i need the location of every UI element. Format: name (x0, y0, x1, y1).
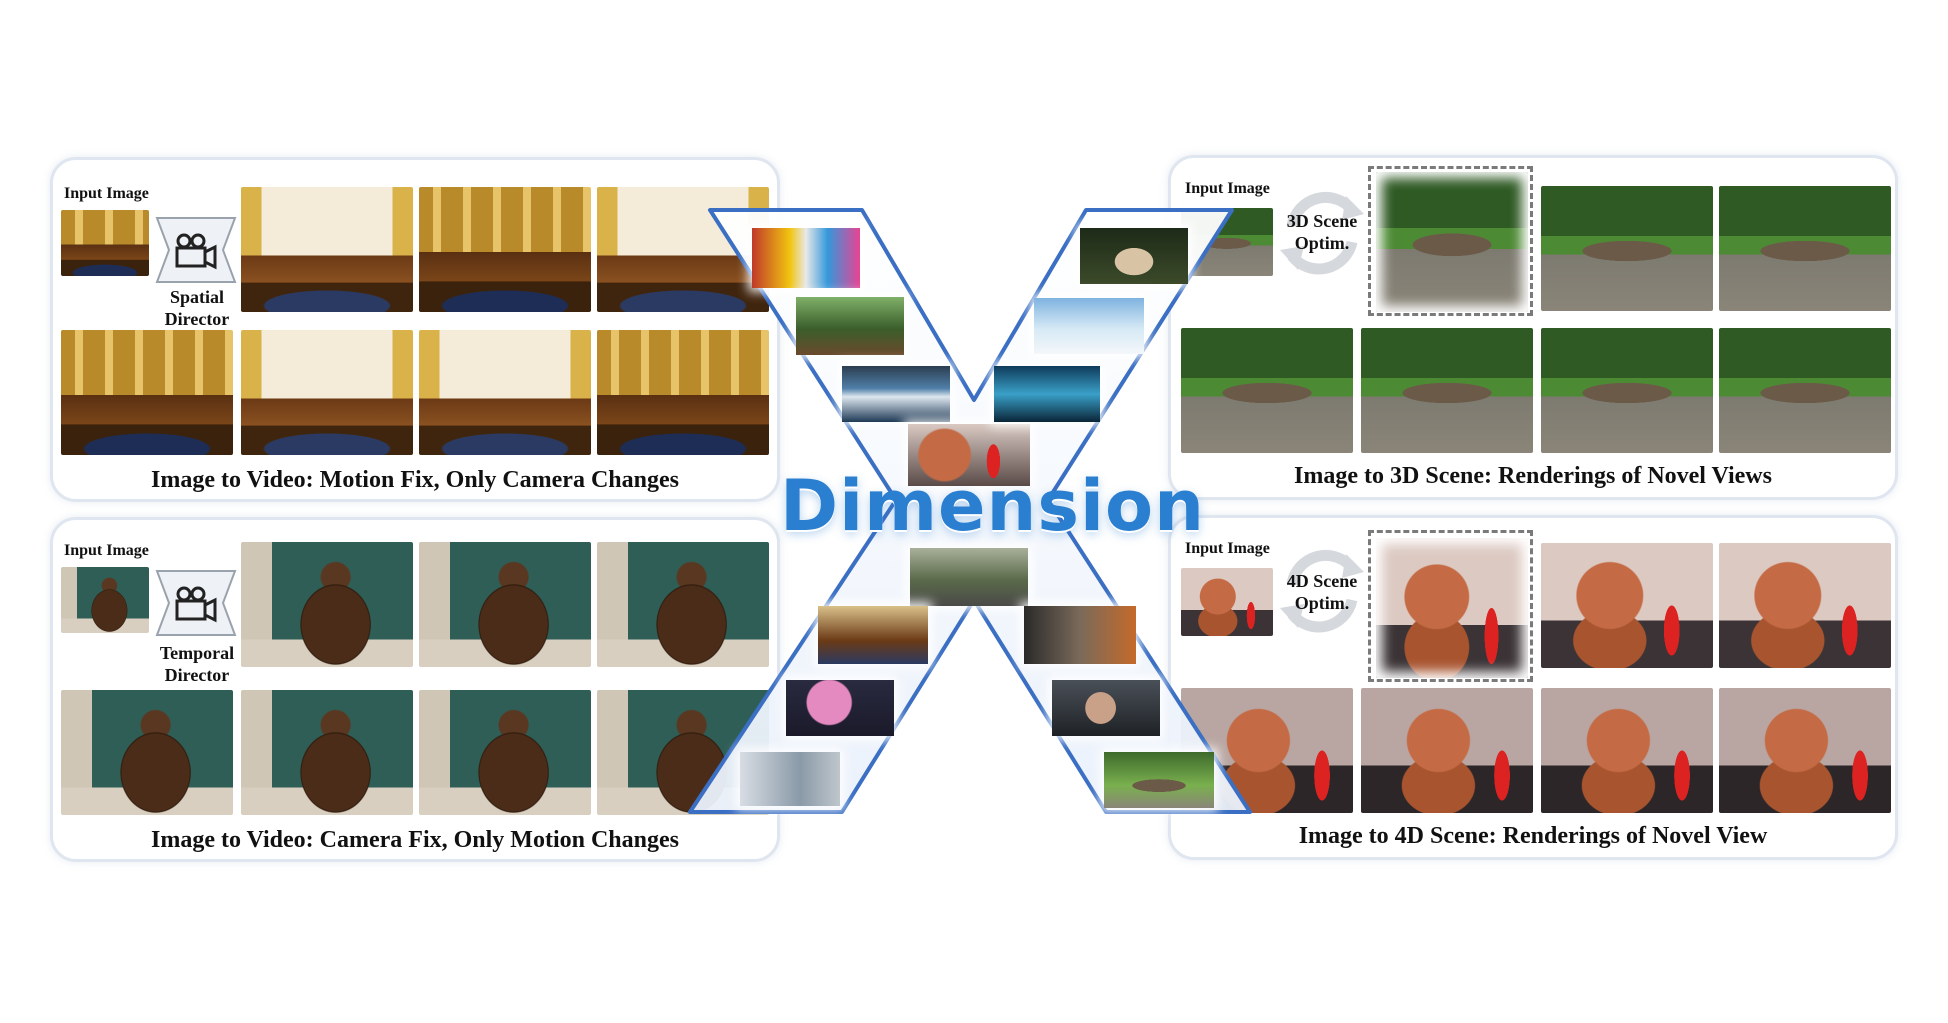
input-image-label: Input Image (64, 185, 149, 202)
input-image-label: Input Image (1185, 540, 1270, 557)
novel-view-frame (1361, 328, 1533, 453)
novel-view-frame (1541, 543, 1713, 668)
video-frame (419, 187, 591, 312)
4d-scene-optim-label: 4D Scene Optim. (1286, 571, 1358, 613)
x-thumbnail-llamas (752, 228, 860, 288)
video-camera-icon (153, 565, 239, 641)
3d-scene-optim-label: 3D Scene Optim. (1286, 211, 1358, 253)
input-image-label: Input Image (1185, 180, 1270, 197)
novel-view-frame (1541, 186, 1713, 311)
novel-view-frame (1719, 328, 1891, 453)
novel-view-frame (1361, 688, 1533, 813)
x-thumbnail-garden-table (1104, 752, 1214, 808)
refresh-cycle-icon (1276, 538, 1368, 642)
video-frame (597, 330, 769, 455)
video-frame (241, 187, 413, 312)
input-image-thumbnail (1181, 568, 1273, 636)
video-frame (419, 690, 591, 815)
novel-view-frame (1541, 688, 1713, 813)
video-frame (241, 690, 413, 815)
camera-frustum-outline (1368, 166, 1533, 316)
x-thumbnail-tree (796, 297, 904, 355)
novel-view-frame (1719, 186, 1891, 311)
video-frame (61, 330, 233, 455)
x-thumbnail-room (740, 752, 840, 806)
x-thumbnail-monster (908, 424, 1030, 486)
input-image-thumbnail (61, 567, 149, 633)
novel-view-frame (1719, 543, 1891, 668)
input-image-label: Input Image (64, 542, 149, 559)
video-frame (241, 330, 413, 455)
x-thumbnail-kitchen (1024, 606, 1136, 664)
x-thumbnail-boat (842, 366, 950, 422)
x-thumbnail-blossom (786, 680, 894, 736)
panel-image-to-video-camera: Input Image Spatial Director Image to Vi… (50, 157, 780, 502)
camera-frustum-outline (1368, 530, 1533, 682)
input-image-thumbnail (61, 210, 149, 276)
video-frame (241, 542, 413, 667)
x-thumbnail-office (818, 606, 928, 664)
temporal-director-label: Temporal Director (159, 643, 235, 685)
x-thumbnail-bicycle (910, 548, 1028, 606)
x-thumbnail-snow-hiker (1034, 298, 1144, 354)
novel-view-frame (1719, 688, 1891, 813)
x-thumbnail-portrait (1052, 680, 1160, 736)
dimension-title: Dimension (780, 465, 1205, 547)
video-camera-icon (153, 212, 239, 288)
x-thumbnail-ice-tower (994, 366, 1100, 422)
novel-view-frame (1181, 328, 1353, 453)
panel-image-to-4d-scene: Input Image 4D Scene Optim. Image to 4D … (1168, 515, 1898, 860)
rendered-scene-view (1376, 172, 1528, 312)
panel-caption: Image to 4D Scene: Renderings of Novel V… (1298, 823, 1768, 849)
panel-caption: Image to Video: Motion Fix, Only Camera … (151, 467, 679, 493)
panel-caption: Image to Video: Camera Fix, Only Motion … (151, 827, 679, 853)
video-frame (419, 542, 591, 667)
video-frame (597, 542, 769, 667)
novel-view-frame (1541, 328, 1713, 453)
rendered-scene-view (1376, 538, 1528, 678)
video-frame (61, 690, 233, 815)
video-frame (419, 330, 591, 455)
panel-image-to-3d-scene: Input Image 3D Scene Optim. Image to 3D … (1168, 155, 1898, 500)
refresh-cycle-icon (1276, 180, 1368, 284)
spatial-director-label: Spatial Director (164, 287, 230, 329)
x-thumbnail-rabbit (1080, 228, 1188, 284)
panel-image-to-video-motion: Input Image Temporal Director Image to V… (50, 517, 780, 862)
panel-caption: Image to 3D Scene: Renderings of Novel V… (1294, 463, 1772, 489)
